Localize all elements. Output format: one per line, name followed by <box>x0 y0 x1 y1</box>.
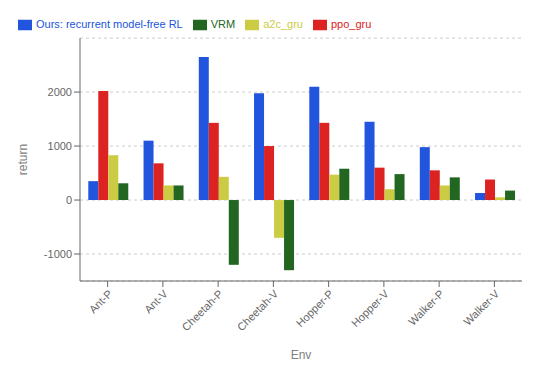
svg-text:-1000: -1000 <box>44 248 72 260</box>
html-text:ppo_gru: ppo_gru <box>330 18 372 30</box>
svg-text:Walker-P: Walker-P <box>406 287 446 327</box>
svg-text:Ant-P: Ant-P <box>87 287 115 315</box>
svg-text:Walker-V: Walker-V <box>461 287 502 328</box>
svg-text:Ant-V: Ant-V <box>142 287 170 315</box>
svg-text:2000: 2000 <box>48 86 72 98</box>
svg-text:return: return <box>16 144 30 175</box>
svg-text:Cheetah-V: Cheetah-V <box>235 287 281 333</box>
svg-text:1000: 1000 <box>48 140 72 152</box>
html-text:Ours: recurrent model-free RL: Ours: recurrent model-free RL <box>36 18 183 30</box>
svg-text:0: 0 <box>66 194 72 206</box>
svg-text:Env: Env <box>291 348 312 362</box>
svg-text:Cheetah-P: Cheetah-P <box>179 287 225 333</box>
html-text:VRM: VRM <box>210 18 236 30</box>
html-text:a2c_gru: a2c_gru <box>263 18 303 30</box>
svg-text:Hopper-V: Hopper-V <box>349 287 391 329</box>
svg-text:Hopper-P: Hopper-P <box>294 287 336 329</box>
